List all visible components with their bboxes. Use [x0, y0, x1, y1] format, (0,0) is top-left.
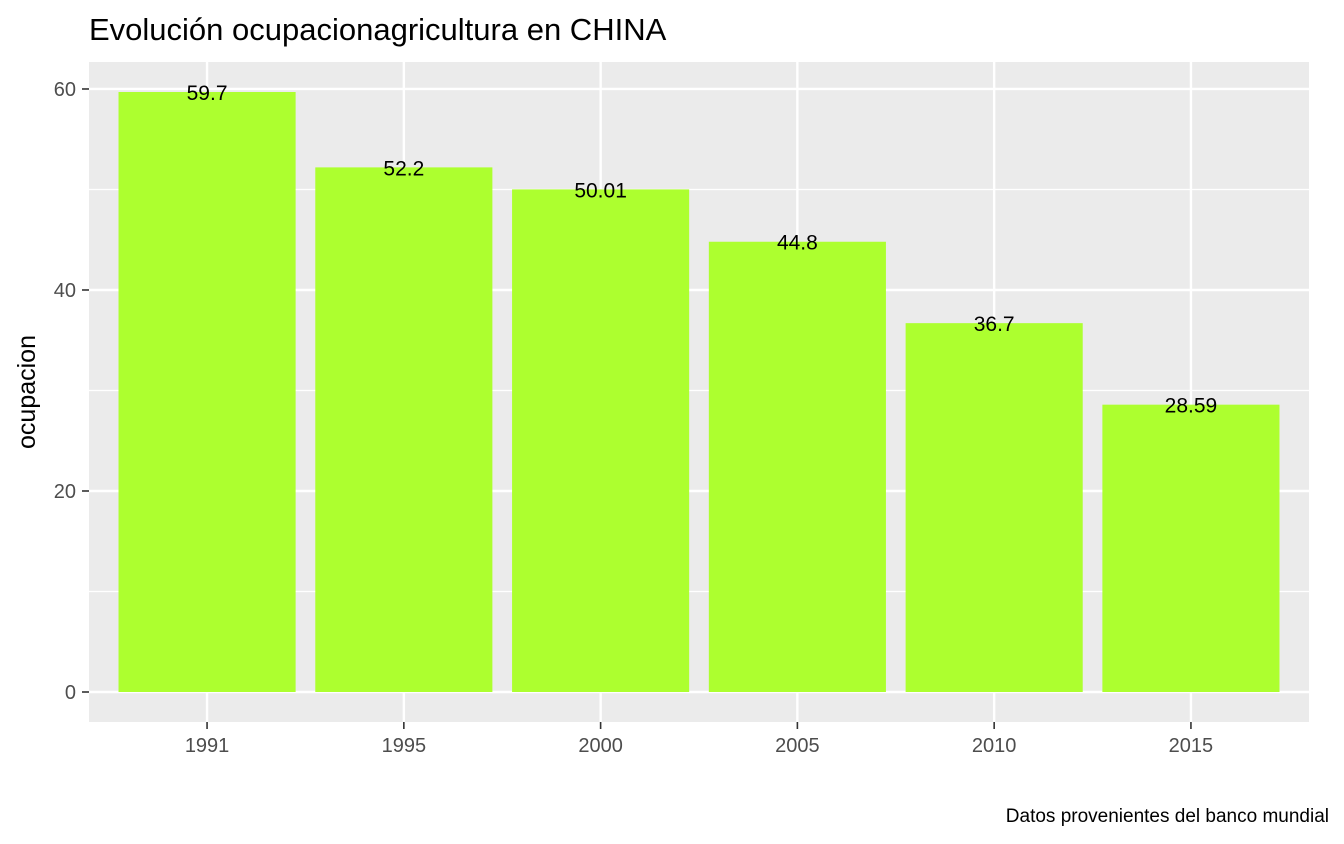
- x-tick-label-2005: 2005: [775, 735, 820, 757]
- value-label-2000: 50.01: [574, 179, 627, 202]
- x-tick-label-1991: 1991: [185, 735, 230, 757]
- value-label-2005: 44.8: [777, 232, 818, 255]
- y-axis: 0 20 40 60: [54, 79, 89, 704]
- value-label-1995: 52.2: [383, 157, 424, 180]
- x-axis: 1991 1995 2000 2005 2010 2015: [185, 722, 1213, 757]
- bar-2000: [512, 189, 690, 692]
- value-label-2015: 28.59: [1165, 395, 1218, 418]
- value-labels-group: 59.7 52.2 50.01 44.8 36.7 28.59: [187, 82, 1218, 418]
- x-tick-label-1995: 1995: [382, 735, 427, 757]
- y-tick-label: 20: [54, 481, 76, 503]
- value-label-1991: 59.7: [187, 82, 228, 105]
- bar-2015: [1102, 404, 1280, 692]
- y-tick-label: 40: [54, 280, 76, 302]
- bar-2005: [708, 241, 886, 692]
- x-tick-label-2000: 2000: [578, 735, 623, 757]
- y-tick-label: 60: [54, 79, 76, 101]
- x-tick-label-2010: 2010: [972, 735, 1017, 757]
- chart-title: Evolución ocupacionagricultura en CHINA: [89, 12, 667, 47]
- bar-1991: [118, 92, 296, 692]
- bar-2010: [905, 323, 1083, 692]
- x-tick-label-2015: 2015: [1169, 735, 1214, 757]
- value-label-2010: 36.7: [974, 313, 1015, 336]
- y-axis-title: ocupacion: [13, 335, 41, 449]
- chart-caption: Datos provenientes del banco mundial: [1006, 806, 1329, 827]
- bars-group: [118, 92, 1280, 692]
- bar-1995: [315, 167, 493, 692]
- y-tick-label: 0: [65, 682, 76, 704]
